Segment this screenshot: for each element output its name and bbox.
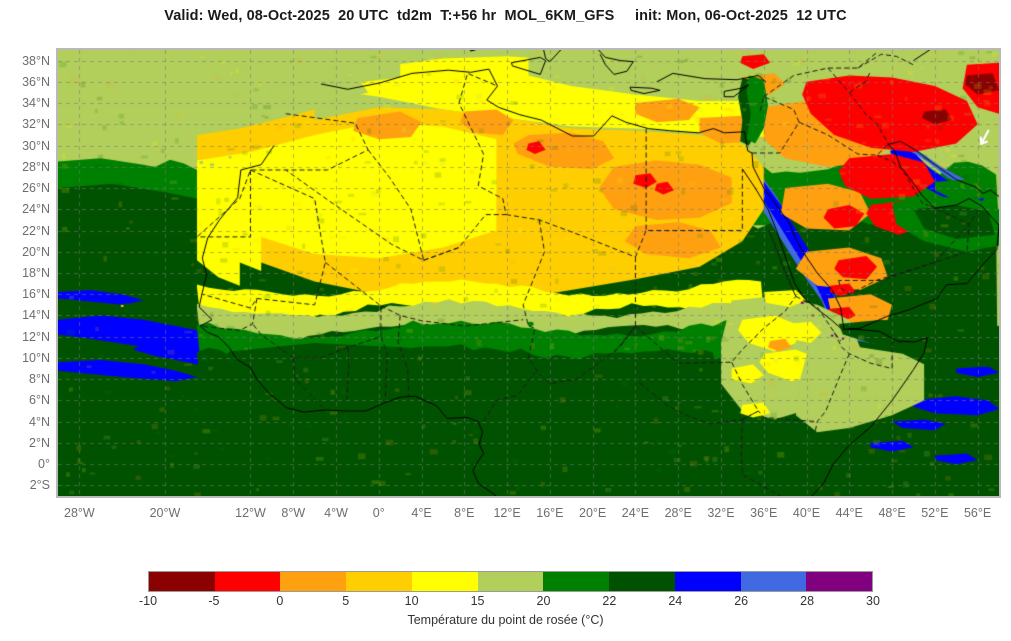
- colorbar-tick-label: 20: [536, 594, 551, 608]
- colorbar-band: [609, 572, 675, 591]
- latitude-tick-label: 16°N: [22, 287, 50, 302]
- longitude-tick-label: 28°W: [64, 506, 95, 520]
- colorbar-caption: Température du point de rosée (°C): [407, 613, 604, 627]
- latitude-tick-label: 28°N: [22, 159, 50, 174]
- latitude-tick-label: 22°N: [22, 223, 50, 238]
- latitude-axis: 38°N 36°N 34°N 32°N 30°N 28°N 26°N 24°N 22°N 20°N…: [0, 0, 52, 641]
- latitude-tick-label: 36°N: [22, 74, 50, 89]
- colorbar-tick-label: 0: [276, 594, 284, 608]
- dewpoint-map-canvas[interactable]: [58, 50, 999, 496]
- latitude-tick-label: 10°N: [22, 350, 50, 365]
- colorbar-tick-label: 22: [602, 594, 617, 608]
- longitude-tick-label: 4°W: [324, 506, 348, 520]
- longitude-tick-label: 8°W: [281, 506, 306, 520]
- colorbar-band: [346, 572, 412, 591]
- latitude-tick-label: 30°N: [22, 138, 50, 153]
- longitude-tick-label: 36°E: [750, 506, 778, 520]
- longitude-tick-label: 32°E: [707, 506, 735, 520]
- latitude-tick-label: 20°N: [22, 244, 50, 259]
- latitude-tick-label: 4°N: [29, 414, 50, 429]
- latitude-tick-label: 24°N: [22, 202, 50, 217]
- colorbar-tick-label: -5: [208, 594, 220, 608]
- latitude-tick-label: 34°N: [22, 96, 50, 111]
- longitude-tick-label: 48°E: [878, 506, 906, 520]
- colorbar-band: [214, 572, 281, 591]
- latitude-tick-label: 2°N: [29, 435, 50, 450]
- colorbar-tick-label: 28: [800, 594, 815, 608]
- longitude-tick-label: 12°E: [493, 506, 521, 520]
- colorbar-band: [280, 572, 347, 591]
- colorbar-tick-label: 24: [668, 594, 683, 608]
- longitude-tick-label: 56°E: [963, 506, 992, 520]
- colorbar-tick-label: 10: [404, 594, 419, 608]
- latitude-tick-label: 8°N: [29, 372, 50, 387]
- longitude-tick-label: 40°E: [792, 506, 821, 520]
- colorbar-band: [411, 572, 478, 591]
- longitude-tick-label: 20°W: [149, 506, 181, 520]
- latitude-tick-label: 0°: [38, 457, 50, 472]
- longitude-tick-label: 16°E: [536, 506, 564, 520]
- page-title: Valid: Wed, 08-Oct-2025 20 UTC td2m T:+5…: [164, 8, 847, 24]
- colorbar-band: [806, 572, 873, 591]
- latitude-tick-label: 26°N: [22, 181, 50, 196]
- colorbar-band: [149, 572, 215, 591]
- colorbar-tick-label: 30: [866, 594, 880, 608]
- colorbar-tick-label: 5: [342, 594, 350, 608]
- latitude-tick-label: 38°N: [22, 53, 50, 68]
- longitude-tick-label: 8°E: [454, 506, 475, 520]
- longitude-tick-label: 20°E: [579, 506, 607, 520]
- latitude-tick-label: 14°N: [22, 308, 50, 323]
- map-plot-area[interactable]: [56, 48, 1001, 498]
- colorbar-band: [674, 572, 741, 591]
- colorbar-tick-label: 15: [470, 594, 485, 608]
- colorbar-band: [477, 572, 544, 591]
- longitude-tick-label: 0°: [372, 506, 385, 520]
- longitude-tick-label: 12°W: [235, 506, 266, 520]
- latitude-tick-label: 12°N: [22, 329, 50, 344]
- longitude-tick-label: 28°E: [664, 506, 692, 520]
- longitude-tick-label: 24°E: [621, 506, 650, 520]
- latitude-tick-label: 2°S: [29, 478, 50, 493]
- latitude-tick-label: 6°N: [29, 393, 50, 408]
- latitude-tick-label: 18°N: [22, 266, 50, 280]
- colorbar-band: [740, 572, 807, 591]
- colorbar: [148, 571, 873, 592]
- latitude-tick-label: 32°N: [22, 117, 50, 132]
- longitude-tick-label: 44°E: [835, 506, 863, 520]
- longitude-tick-label: 4°E: [411, 506, 432, 520]
- colorbar-tick-label: 26: [734, 594, 749, 608]
- colorbar-band: [543, 572, 610, 591]
- colorbar-tick-label: -10: [138, 594, 158, 608]
- longitude-tick-label: 52°E: [921, 506, 949, 520]
